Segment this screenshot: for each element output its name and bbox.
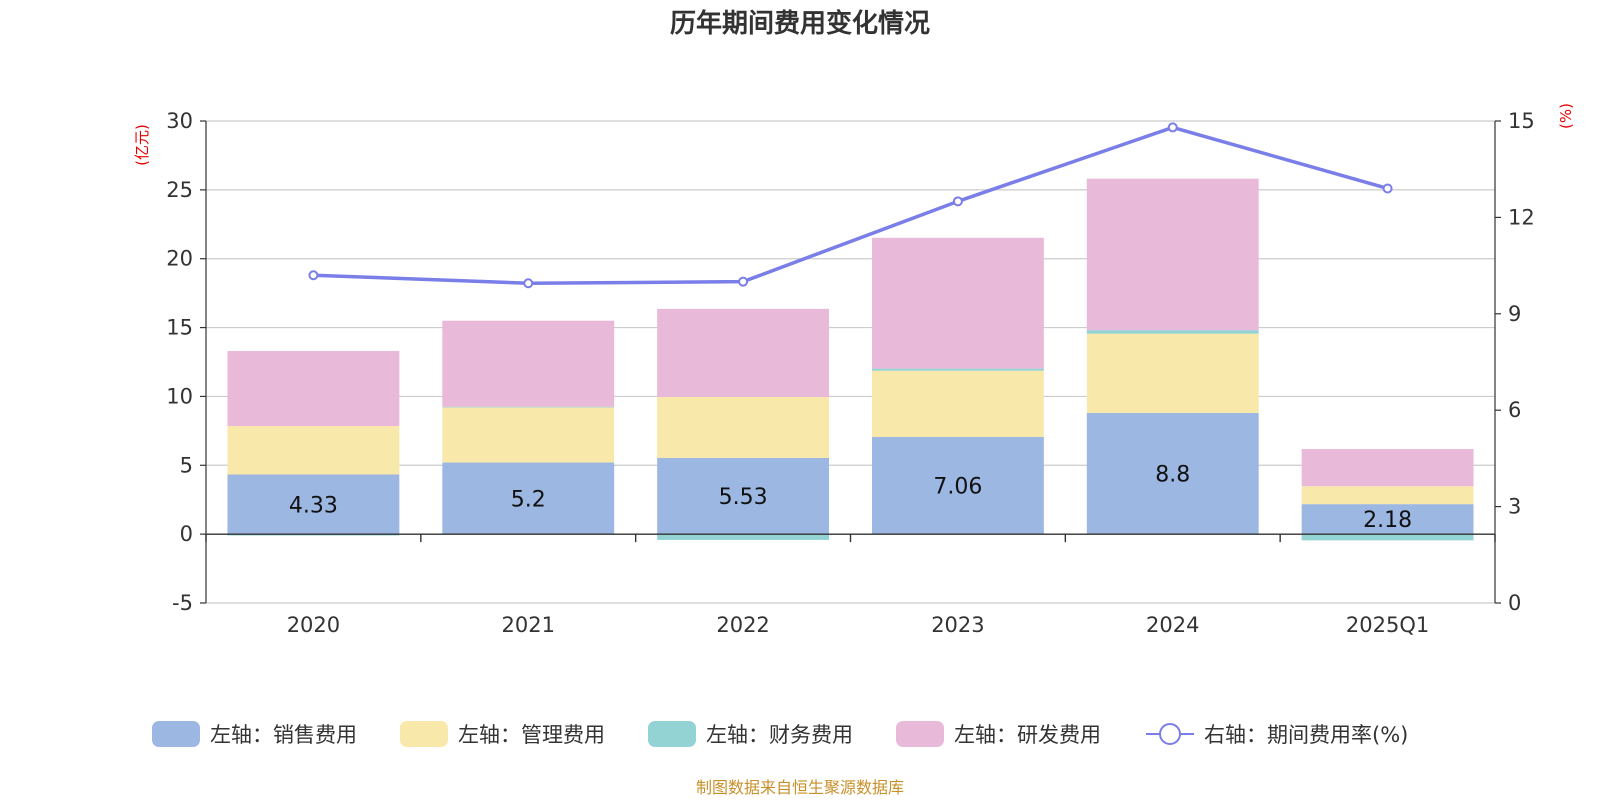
bar-segment bbox=[1086, 330, 1259, 334]
right-axis-tick-label: 0 bbox=[1508, 591, 1521, 615]
bar-segment bbox=[871, 368, 1044, 371]
legend-swatch bbox=[896, 721, 944, 747]
bar-segment bbox=[442, 406, 615, 408]
data-label: 7.06 bbox=[933, 475, 982, 500]
rate-line-layer bbox=[308, 122, 1393, 289]
x-axis-tick-label: 2022 bbox=[716, 613, 769, 637]
bar-segment bbox=[871, 237, 1044, 369]
x-axis-tick-label: 2020 bbox=[287, 613, 340, 637]
source-note: 制图数据来自恒生聚源数据库 bbox=[696, 778, 904, 797]
rate-point bbox=[952, 196, 963, 207]
legend-swatch bbox=[152, 721, 200, 747]
data-label: 4.33 bbox=[289, 493, 338, 518]
bar-segment bbox=[1086, 333, 1259, 413]
left-axis-unit: (亿元) bbox=[133, 124, 151, 166]
left-axis-tick-label: 25 bbox=[166, 178, 193, 202]
rate-point bbox=[1382, 183, 1393, 194]
legend-circle-marker bbox=[1159, 723, 1181, 745]
bar-segment bbox=[657, 396, 830, 458]
left-axis-tick-label: 10 bbox=[166, 384, 193, 408]
left-axis-tick-label: 5 bbox=[180, 453, 193, 477]
x-axis-tick-label: 2021 bbox=[502, 613, 555, 637]
legend-swatch bbox=[648, 721, 696, 747]
rate-point bbox=[1167, 122, 1178, 133]
bar-segment bbox=[1086, 178, 1259, 331]
x-axis-tick-label: 2024 bbox=[1146, 613, 1199, 637]
right-axis-unit: (%) bbox=[1557, 103, 1575, 129]
legend-label: 左轴：研发费用 bbox=[954, 723, 1101, 747]
bar-segment bbox=[442, 407, 615, 463]
bar-segment bbox=[1301, 504, 1474, 535]
data-label: 5.53 bbox=[719, 485, 768, 510]
left-axis-tick-label: 20 bbox=[166, 247, 193, 271]
legend-label: 左轴：销售费用 bbox=[210, 723, 357, 747]
left-axis-tick-label: 0 bbox=[180, 522, 193, 546]
chart-title: 历年期间费用变化情况 bbox=[670, 8, 930, 39]
left-axis-tick-label: 30 bbox=[166, 109, 193, 133]
bar-segment bbox=[657, 534, 830, 540]
right-axis-tick-label: 3 bbox=[1508, 495, 1521, 519]
right-axis-tick-label: 15 bbox=[1508, 109, 1535, 133]
left-axis-tick-label: 15 bbox=[166, 316, 193, 340]
bar-segment bbox=[227, 426, 400, 475]
data-labels: 4.33 5.2 5.53 7.06 8.8 2.18 bbox=[289, 463, 1412, 534]
bar-segment bbox=[1301, 449, 1474, 487]
data-label: 5.2 bbox=[511, 487, 546, 512]
axes: -5 0 5 10 15 20 25 30 0 3 6 9 12 15 2020 2021 2022 2023 20… bbox=[166, 109, 1534, 637]
x-axis-tick-label: 2023 bbox=[931, 613, 984, 637]
x-axis-tick-label: 2025Q1 bbox=[1346, 613, 1429, 637]
right-axis-tick-label: 9 bbox=[1508, 302, 1521, 326]
bars-layer bbox=[227, 178, 1474, 541]
legend-label: 右轴：期间费用率(%) bbox=[1204, 723, 1408, 747]
bar-segment bbox=[657, 457, 830, 535]
bar-segment bbox=[1086, 412, 1259, 535]
legend-label: 左轴：管理费用 bbox=[458, 723, 605, 747]
bar-segment bbox=[442, 462, 615, 535]
legend-label: 左轴：财务费用 bbox=[706, 723, 853, 747]
bar-segment bbox=[1301, 486, 1474, 505]
bar-segment bbox=[871, 370, 1044, 437]
rate-line bbox=[313, 125, 1389, 286]
rate-point bbox=[738, 276, 749, 287]
legend: 左轴：销售费用 左轴：管理费用 左轴：财务费用 左轴：研发费用 右轴：期间费用率(%) bbox=[152, 721, 1408, 747]
rate-point bbox=[308, 270, 319, 281]
right-axis-tick-label: 12 bbox=[1508, 205, 1535, 229]
bar-segment bbox=[1301, 534, 1474, 541]
bar-segment bbox=[442, 320, 615, 407]
left-axis-tick-label: -5 bbox=[172, 591, 193, 615]
rate-point bbox=[523, 278, 534, 289]
bar-segment bbox=[657, 308, 830, 397]
bar-segment bbox=[227, 350, 400, 427]
bar-segment bbox=[871, 436, 1044, 535]
right-axis-tick-label: 6 bbox=[1508, 398, 1521, 422]
data-label: 8.8 bbox=[1155, 463, 1190, 488]
data-label: 2.18 bbox=[1363, 508, 1412, 533]
legend-swatch bbox=[400, 721, 448, 747]
bar-segment bbox=[227, 474, 400, 535]
